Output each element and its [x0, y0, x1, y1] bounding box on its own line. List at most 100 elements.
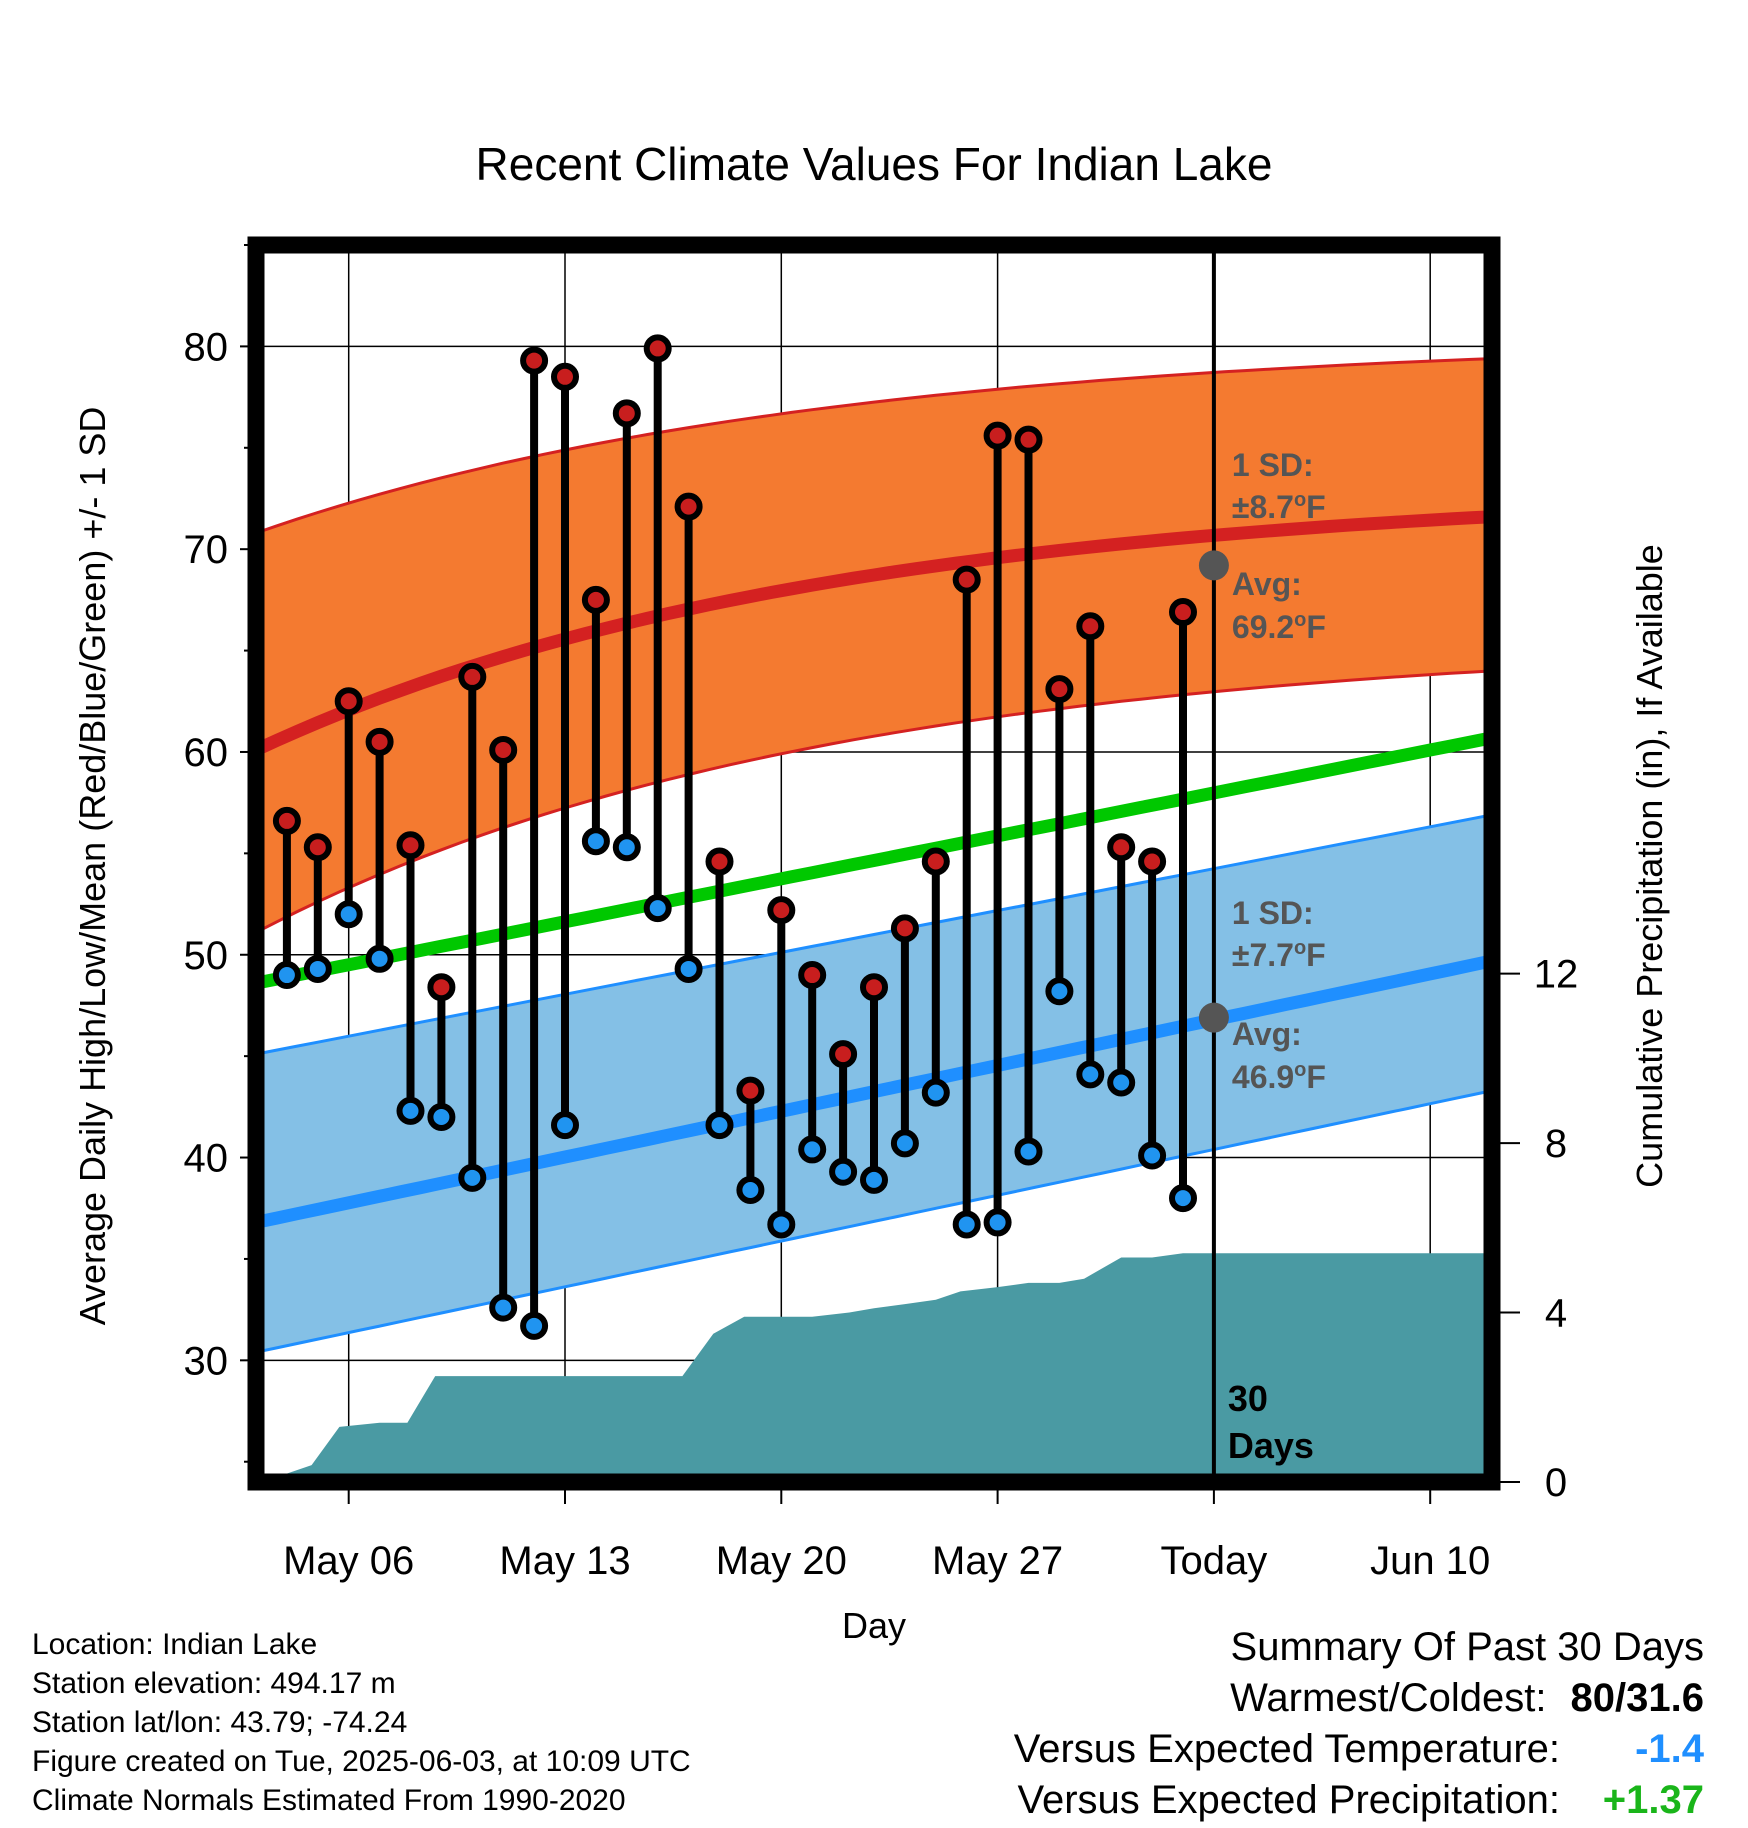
elevation-text: Station elevation: 494.17 m — [32, 1667, 396, 1700]
y-right-tick-label: 12 — [1534, 953, 1579, 997]
latlon-text: Station lat/lon: 43.79; -74.24 — [32, 1706, 408, 1739]
high-temp-point — [272, 806, 301, 835]
low-upper-line — [255, 813, 1493, 1056]
x-tick-label: Jun 10 — [1370, 1539, 1490, 1583]
precip-departure-value: +1.37 — [1602, 1778, 1704, 1822]
y-left-tick-label: 60 — [184, 731, 229, 775]
low-temp-point — [798, 1135, 827, 1164]
low-avg-label: Avg: — [1232, 1016, 1302, 1052]
low-temp-point — [272, 961, 301, 990]
high-temp-point — [551, 362, 579, 391]
temp-departure-label: Versus Expected Temperature: — [1013, 1727, 1560, 1771]
plot-frame — [247, 236, 1501, 1491]
high-temp-point — [890, 914, 919, 943]
high-temp-point — [829, 1040, 858, 1069]
y-left-tick-label: 40 — [184, 1137, 229, 1181]
x-tick-label: May 20 — [716, 1539, 847, 1583]
high-temp-point — [365, 727, 394, 756]
low-temp-point — [860, 1165, 888, 1194]
low-sd-label: 1 SD: — [1232, 895, 1314, 931]
high-temp-point — [489, 735, 518, 764]
temp-departure-row: Versus Expected Temperature: -1.4 — [1014, 1724, 1704, 1775]
x-tick-label: Today — [1161, 1539, 1268, 1583]
high-temp-point — [396, 831, 425, 860]
high-upper-line — [255, 357, 1493, 535]
cumulative-precip-area — [262, 1253, 1493, 1482]
low-temp-point — [1107, 1068, 1136, 1097]
low-temp-point — [303, 954, 332, 983]
low-temp-point — [458, 1163, 487, 1192]
low-temp-point — [551, 1111, 579, 1140]
low-temp-point — [952, 1210, 981, 1239]
high-temp-point — [860, 973, 888, 1002]
high-temp-point — [983, 421, 1012, 450]
high-sd-band — [256, 358, 1492, 933]
high-temp-point — [1107, 833, 1136, 862]
days-count: 30 — [1228, 1378, 1268, 1419]
low-temp-point — [890, 1129, 919, 1158]
low-temp-point — [581, 827, 610, 856]
high-temp-point — [1076, 612, 1105, 641]
annotations: 1 SD: ±8.7oF Avg: 69.2oF 1 SD: ±7.7oF Avg: 46.9… — [1198, 447, 1326, 1466]
low-lower-line — [255, 1089, 1493, 1354]
high-temp-point — [1014, 425, 1043, 454]
low-temp-point — [1045, 977, 1074, 1006]
y-left-tick-label: 80 — [184, 325, 229, 369]
normals-text: Climate Normals Estimated From 1990-2020 — [32, 1784, 626, 1817]
low-temp-point — [489, 1293, 518, 1322]
y-left-tick-label: 70 — [184, 528, 229, 572]
warmest-coldest-row: Warmest/Coldest: 80/31.6 — [1014, 1673, 1704, 1724]
temp-departure-value: -1.4 — [1635, 1727, 1704, 1771]
y-axis-right-label: Cumulative Precipitation (in), If Availa… — [1629, 544, 1670, 1188]
location-text: Location: Indian Lake — [32, 1628, 318, 1661]
low-temp-point — [643, 894, 672, 923]
low-temp-point — [365, 944, 394, 973]
low-temp-point — [983, 1208, 1012, 1237]
high-temp-point — [767, 896, 796, 925]
summary-heading: Summary Of Past 30 Days — [1230, 1625, 1704, 1669]
precipitation-area — [262, 1253, 1493, 1482]
y-right-tick-label: 8 — [1545, 1122, 1567, 1166]
warmest-value: 80/31.6 — [1570, 1676, 1704, 1720]
precip-departure-label: Versus Expected Precipitation: — [1017, 1778, 1560, 1822]
daily-observations — [272, 334, 1197, 1340]
low-temp-point — [736, 1175, 765, 1204]
low-temp-point — [829, 1157, 858, 1186]
low-sd-value: ±7.7oF — [1232, 937, 1326, 973]
high-lower-line — [255, 669, 1493, 934]
chart-title: Recent Climate Values For Indian Lake — [476, 138, 1273, 190]
high-temp-point — [705, 847, 734, 876]
y-left-tick-label: 50 — [184, 934, 229, 978]
high-avg-label: Avg: — [1232, 566, 1302, 602]
high-avg-value: 69.2oF — [1232, 609, 1326, 645]
high-temp-point — [674, 492, 703, 521]
y-axis-left-label: Average Daily High/Low/Mean (Red/Blue/Gr… — [72, 407, 113, 1326]
high-temp-point — [612, 399, 641, 428]
low-temp-point — [767, 1210, 796, 1239]
high-temp-point — [643, 334, 672, 363]
x-tick-label: May 13 — [499, 1539, 630, 1583]
low-temp-point — [520, 1311, 549, 1340]
high-temp-point — [736, 1076, 765, 1105]
high-temp-point — [1138, 847, 1167, 876]
y-left-tick-label: 30 — [184, 1339, 229, 1383]
low-temp-point — [427, 1102, 456, 1131]
x-tick-label: May 06 — [283, 1539, 414, 1583]
precip-departure-row: Versus Expected Precipitation: +1.37 — [1014, 1775, 1704, 1826]
high-temp-point — [458, 662, 487, 691]
station-info: Location: Indian Lake Station elevation:… — [32, 1625, 691, 1820]
high-temp-point — [921, 847, 950, 876]
high-temp-point — [1169, 598, 1197, 627]
x-tick-label: May 27 — [932, 1539, 1063, 1583]
high-temp-point — [334, 687, 363, 716]
high-temp-point — [581, 585, 610, 614]
low-temp-point — [1169, 1184, 1197, 1213]
days-word: Days — [1228, 1425, 1314, 1466]
low-temp-point — [334, 900, 363, 929]
high-sd-value: ±8.7oF — [1232, 489, 1326, 525]
high-temp-point — [303, 833, 332, 862]
high-temp-point — [798, 961, 827, 990]
summary-panel: Summary Of Past 30 Days Warmest/Coldest:… — [1014, 1622, 1704, 1826]
low-average-dot — [1198, 1002, 1229, 1033]
